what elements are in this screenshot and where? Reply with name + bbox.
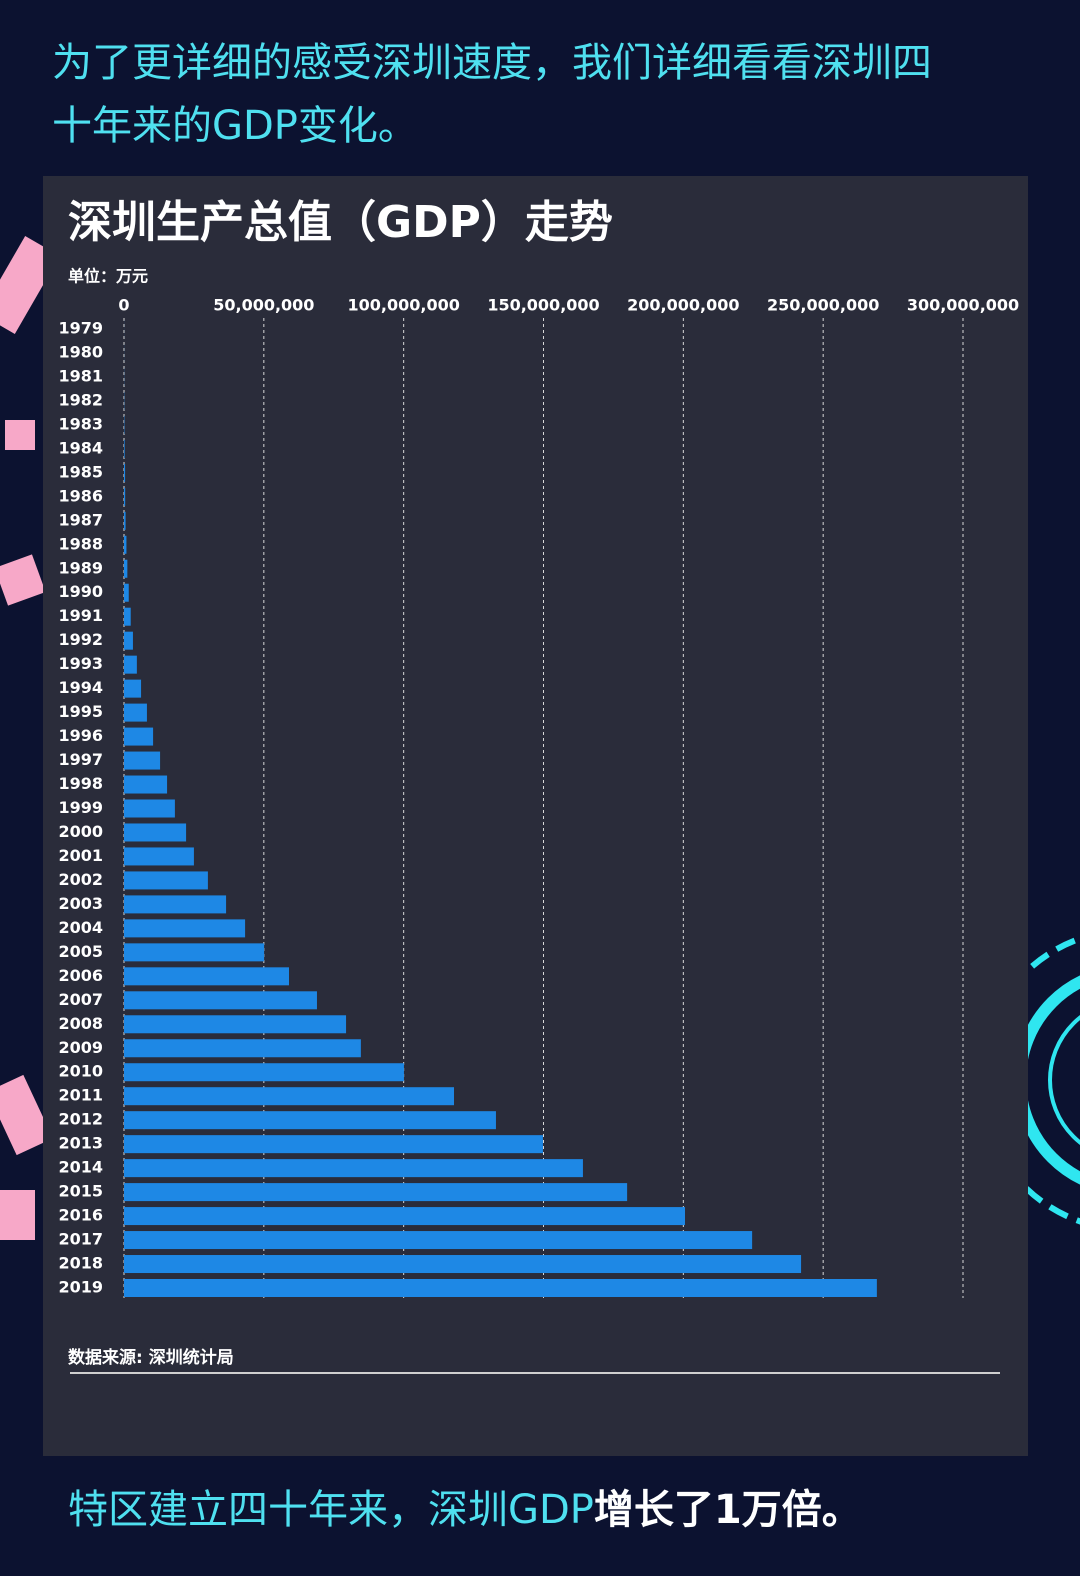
y-tick-label: 1987: [58, 510, 103, 529]
unit-label: 单位：万元: [68, 267, 148, 286]
y-tick-label: 1993: [58, 654, 103, 673]
x-tick-label: 200,000,000: [627, 296, 739, 315]
x-tick-label: 100,000,000: [347, 296, 459, 315]
y-tick-label: 2004: [58, 918, 103, 937]
y-tick-label: 2010: [58, 1062, 103, 1081]
y-tick-label: 2006: [58, 966, 103, 985]
y-tick-label: 2016: [58, 1206, 103, 1225]
bar: [124, 799, 175, 818]
header-text: 为了更详细的感受深圳速度，我们详细看看深圳四: [52, 40, 932, 86]
y-tick-label: 1990: [58, 582, 103, 601]
y-tick-label: 2007: [58, 990, 103, 1009]
bar: [124, 679, 142, 698]
y-tick-label: 1989: [58, 558, 103, 577]
y-tick-label: 1979: [58, 319, 103, 338]
bar: [124, 703, 147, 722]
y-tick-label: 2011: [58, 1086, 103, 1105]
bar: [124, 895, 227, 914]
bar: [124, 463, 126, 482]
bar: [124, 1063, 404, 1082]
x-tick-label: 300,000,000: [907, 296, 1019, 315]
bar: [124, 1183, 628, 1202]
y-tick-label: 2002: [58, 870, 103, 889]
bar: [124, 919, 246, 938]
decoration: [0, 236, 60, 1240]
bar: [124, 559, 128, 578]
bar: [124, 1039, 361, 1058]
y-tick-label: 1986: [58, 486, 103, 505]
bar: [124, 487, 126, 506]
y-tick-label: 2003: [58, 894, 103, 913]
bar: [124, 439, 125, 458]
y-tick-label: 2012: [58, 1110, 103, 1129]
y-tick-label: 2018: [58, 1254, 103, 1273]
y-tick-label: 1988: [58, 534, 103, 553]
footer-part: 特区建立四十年来，深圳GDP: [68, 1487, 594, 1533]
y-tick-label: 1982: [58, 390, 103, 409]
y-tick-label: 1980: [58, 342, 103, 361]
footer-part: 增长了1万倍。: [594, 1487, 862, 1533]
y-tick-label: 2005: [58, 942, 103, 961]
bar: [124, 583, 129, 602]
bar: [124, 1255, 802, 1274]
bar: [124, 1231, 753, 1250]
y-tick-label: 1995: [58, 702, 103, 721]
y-tick-label: 1983: [58, 414, 103, 433]
y-tick-label: 2000: [58, 822, 103, 841]
x-tick-label: 150,000,000: [487, 296, 599, 315]
source-note: 数据来源: 深圳统计局: [68, 1347, 234, 1368]
bar: [124, 1111, 496, 1130]
bar: [124, 1279, 877, 1297]
bar: [124, 871, 208, 890]
x-tick-label: 50,000,000: [213, 296, 314, 315]
bar: [124, 775, 168, 794]
y-tick-label: 1985: [58, 462, 103, 481]
bar: [124, 727, 154, 746]
bar: [124, 751, 161, 770]
bar: [124, 1207, 686, 1226]
y-tick-label: 1992: [58, 630, 103, 649]
bar: [124, 607, 131, 626]
y-tick-label: 2019: [58, 1278, 103, 1297]
bar: [124, 823, 187, 842]
y-tick-label: 1991: [58, 606, 103, 625]
y-tick-label: 2008: [58, 1014, 103, 1033]
y-tick-label: 1998: [58, 774, 103, 793]
y-tick-label: 2001: [58, 846, 103, 865]
y-tick-label: 2015: [58, 1182, 103, 1201]
y-tick-label: 1984: [58, 438, 103, 457]
bar: [124, 1015, 347, 1034]
bar: [124, 967, 290, 986]
y-tick-label: 2013: [58, 1134, 103, 1153]
y-tick-label: 2017: [58, 1230, 103, 1249]
bar: [124, 847, 194, 866]
y-tick-label: 1999: [58, 798, 103, 817]
y-tick-label: 2009: [58, 1038, 103, 1057]
x-tick-label: 0: [118, 296, 129, 315]
chart-title: 深圳生产总值（GDP）走势: [68, 197, 613, 248]
y-tick-label: 2014: [58, 1158, 103, 1177]
y-tick-label: 1981: [58, 366, 103, 385]
bar: [124, 655, 137, 674]
y-tick-label: 1994: [58, 678, 103, 697]
bar: [124, 991, 317, 1010]
bar: [124, 1159, 583, 1178]
x-tick-label: 250,000,000: [767, 296, 879, 315]
bar: [124, 1135, 543, 1154]
bar: [124, 1087, 455, 1106]
bar: [124, 511, 126, 530]
header-text: 十年来的GDP变化。: [52, 103, 418, 149]
y-tick-label: 1996: [58, 726, 103, 745]
y-tick-label: 1997: [58, 750, 103, 769]
bar: [124, 535, 127, 554]
bar: [124, 631, 133, 650]
footer-text: 特区建立四十年来，深圳GDP增长了1万倍。: [68, 1487, 862, 1533]
bar: [124, 943, 265, 962]
